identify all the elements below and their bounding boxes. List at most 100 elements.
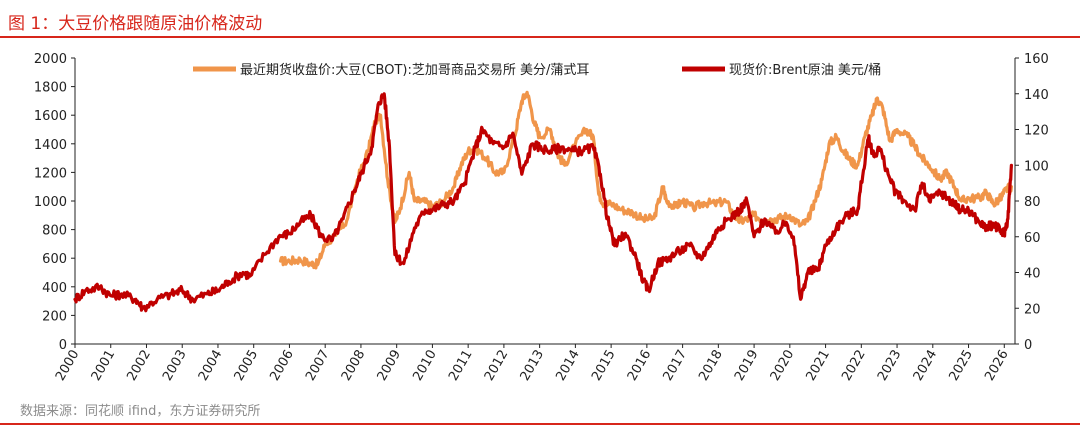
brent-point — [371, 146, 373, 148]
soy-point — [1005, 189, 1007, 191]
soy-point — [324, 243, 326, 245]
brent-point — [360, 173, 362, 175]
soy-point — [632, 211, 634, 213]
brent-point — [792, 236, 795, 238]
y-left-tick-label: 800 — [42, 224, 67, 239]
brent-point — [903, 200, 905, 202]
y-right-tick-label: 60 — [1024, 231, 1041, 246]
brent-point — [383, 93, 385, 95]
brent-point — [99, 286, 101, 288]
x-tick-label: 2012 — [482, 348, 512, 384]
soy-point — [857, 164, 859, 166]
soy-point — [807, 220, 809, 222]
soy-point — [642, 219, 644, 221]
brent-point — [599, 173, 602, 175]
soy-point — [549, 128, 552, 131]
brent-point — [310, 214, 312, 216]
soy-point — [946, 171, 948, 173]
brent-point — [978, 221, 980, 223]
soy-point — [882, 107, 884, 109]
soy-point — [800, 224, 802, 226]
y-right-tick-label: 100 — [1024, 159, 1049, 174]
soy-point — [662, 186, 664, 188]
soy-point — [367, 150, 369, 152]
soy-point — [914, 146, 916, 148]
x-tick-label: 2026 — [982, 348, 1012, 384]
soy-point — [503, 171, 505, 173]
brent-point — [967, 209, 970, 211]
brent-point — [453, 200, 455, 202]
brent-point — [1003, 232, 1005, 234]
y-right-tick-label: 140 — [1024, 88, 1049, 103]
x-tick-label: 2018 — [696, 348, 726, 384]
brent-point — [474, 146, 476, 148]
brent-point — [413, 227, 416, 229]
brent-point — [939, 191, 941, 193]
brent-point — [512, 132, 514, 134]
x-tick-label: 2010 — [410, 348, 440, 384]
soy-point — [821, 179, 823, 181]
brent-point — [985, 227, 988, 229]
soy-point — [564, 164, 566, 166]
y-left-tick-label: 2000 — [34, 52, 67, 67]
x-tick-label: 2015 — [589, 348, 619, 384]
soy-point — [939, 179, 941, 181]
soy-point — [928, 164, 930, 166]
brent-point — [764, 218, 766, 220]
x-tick-label: 2002 — [124, 348, 154, 384]
brent-point — [699, 257, 702, 259]
brent-point — [74, 298, 76, 300]
data-source: 数据来源：同花顺 ifind，东方证券研究所 — [20, 404, 261, 419]
soy-point — [746, 219, 748, 221]
x-tick-label: 2001 — [89, 348, 119, 384]
x-tick-label: 2014 — [553, 348, 583, 384]
brent-point — [217, 289, 219, 291]
brent-point — [249, 275, 251, 277]
y-right-tick-label: 20 — [1024, 302, 1041, 317]
brent-point — [914, 209, 916, 211]
soy-point — [724, 200, 727, 202]
series-brent-line — [73, 92, 1013, 313]
soy-point — [814, 200, 816, 202]
brent-point — [531, 143, 534, 145]
legend-label-brent: 现货价:Brent原油 美元/桶 — [729, 62, 881, 78]
soy-point — [871, 114, 873, 116]
legend-label-soy: 最近期货收盘价:大豆(CBOT):芝加哥商品交易所 美分/蒲式耳 — [240, 62, 589, 78]
soy-point — [967, 197, 970, 199]
brent-point — [110, 295, 112, 297]
soy-point — [380, 114, 382, 116]
brent-point — [278, 236, 280, 238]
y-left-tick-label: 200 — [42, 309, 67, 324]
brent-point — [606, 218, 609, 220]
soy-point — [876, 97, 879, 99]
x-tick-label: 2000 — [53, 348, 83, 384]
brent-point — [817, 268, 820, 270]
brent-point — [120, 293, 123, 295]
soy-point — [598, 193, 600, 195]
soy-point — [789, 214, 791, 216]
y-left-tick-label: 1800 — [34, 81, 67, 96]
soy-point — [279, 260, 282, 262]
brent-point — [835, 227, 837, 229]
soy-point — [526, 91, 528, 93]
soy-point — [993, 203, 995, 205]
y-right-tick-label: 160 — [1024, 52, 1049, 67]
y-right-tick-label: 0 — [1024, 338, 1032, 353]
soy-point — [317, 263, 319, 265]
brent-point — [156, 298, 158, 300]
top-divider — [0, 36, 1080, 38]
soy-point — [960, 200, 963, 202]
brent-point — [539, 146, 541, 148]
x-tick-label: 2025 — [946, 348, 976, 384]
brent-point — [581, 150, 584, 152]
soy-point — [889, 140, 891, 142]
brent-point — [342, 218, 344, 220]
x-tick-label: 2017 — [661, 348, 691, 384]
soy-point — [621, 209, 623, 211]
brent-point — [635, 257, 637, 259]
soy-point — [592, 136, 594, 138]
brent-point — [142, 307, 144, 309]
brent-point — [642, 280, 644, 282]
soy-point — [422, 200, 425, 202]
soy-point — [346, 220, 348, 222]
